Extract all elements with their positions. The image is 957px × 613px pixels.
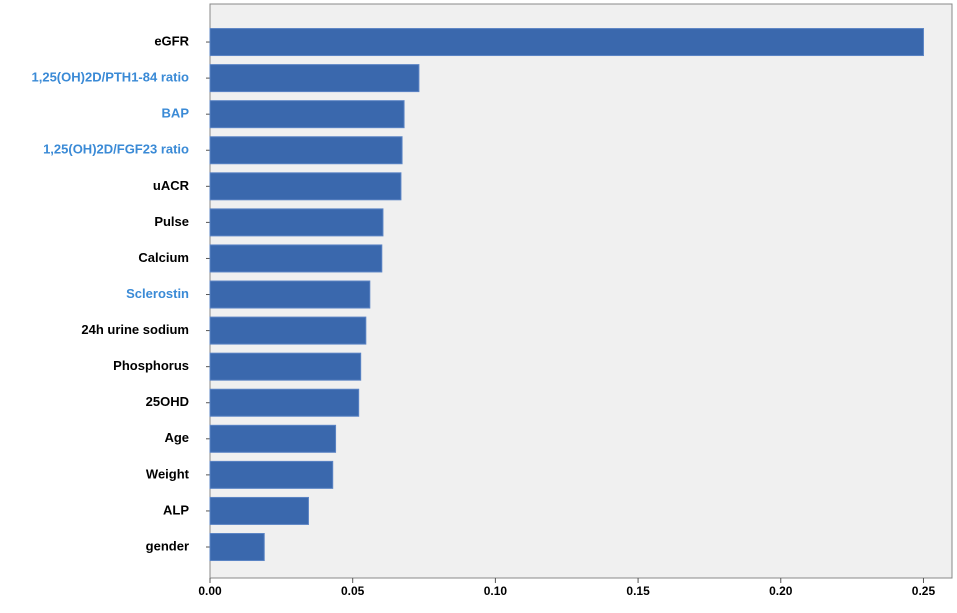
bar	[209, 424, 337, 453]
bar	[209, 533, 265, 562]
y-tick-label: Sclerostin	[126, 286, 189, 301]
bar	[209, 316, 367, 345]
bar	[209, 172, 402, 201]
bar	[209, 28, 924, 57]
bar	[209, 280, 371, 309]
x-tick-label: 0.10	[484, 584, 508, 598]
bar	[209, 496, 309, 525]
y-tick-label: Age	[164, 430, 189, 445]
y-tick-label: Calcium	[138, 250, 189, 265]
y-tick-label: 25OHD	[146, 394, 189, 409]
y-tick-label: gender	[146, 538, 189, 553]
x-tick-label: 0.15	[626, 584, 650, 598]
bar	[209, 352, 362, 381]
bar	[209, 64, 420, 93]
bar	[209, 388, 360, 417]
y-tick-label: BAP	[162, 106, 190, 121]
y-tick-label: 24h urine sodium	[81, 322, 189, 337]
y-tick-label: Pulse	[154, 214, 189, 229]
y-tick-label: uACR	[153, 178, 190, 193]
bar	[209, 244, 383, 273]
bar	[209, 460, 334, 489]
y-tick-label: Weight	[146, 466, 190, 481]
y-tick-label: ALP	[163, 502, 189, 517]
x-tick-label: 0.25	[912, 584, 936, 598]
x-tick-label: 0.20	[769, 584, 793, 598]
bar	[209, 136, 403, 165]
y-tick-label: 1,25(OH)2D/PTH1-84 ratio	[32, 70, 190, 85]
bar	[209, 100, 405, 129]
y-tick-label: Phosphorus	[113, 358, 189, 373]
x-tick-label: 0.05	[341, 584, 365, 598]
y-tick-label: eGFR	[154, 33, 189, 48]
x-tick-label: 0.00	[198, 584, 222, 598]
y-tick-label: 1,25(OH)2D/FGF23 ratio	[43, 142, 189, 157]
bar	[209, 208, 384, 237]
